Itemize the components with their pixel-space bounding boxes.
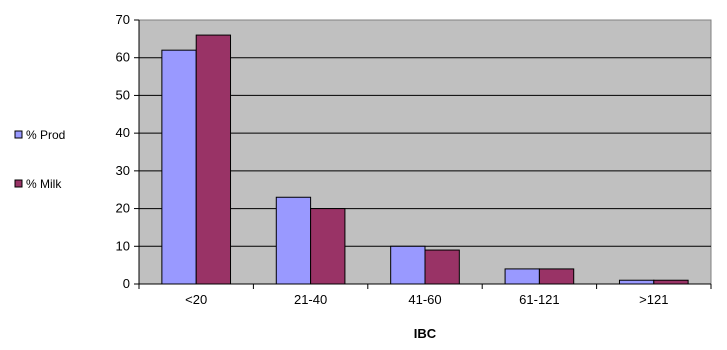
legend-label-milk: % Milk [26, 177, 62, 191]
x-tick-label: >121 [639, 292, 668, 307]
bar-milk-4 [654, 280, 688, 284]
legend-item-prod: % Prod [15, 128, 65, 142]
legend-label-prod: % Prod [26, 128, 65, 142]
x-tick-label: <20 [185, 292, 207, 307]
y-tick-label: 50 [116, 87, 130, 102]
y-tick-label: 0 [123, 276, 130, 291]
bar-prod-3 [505, 269, 539, 284]
bar-prod-0 [162, 50, 196, 284]
bar-milk-2 [425, 250, 459, 284]
bar-prod-1 [276, 197, 310, 284]
bar-milk-3 [539, 269, 573, 284]
y-tick-label: 10 [116, 238, 130, 253]
x-tick-label: 21-40 [294, 292, 327, 307]
bar-milk-1 [311, 209, 345, 284]
y-tick-label: 30 [116, 163, 130, 178]
x-tick-label: 41-60 [408, 292, 441, 307]
y-tick-label: 60 [116, 50, 130, 65]
legend-swatch-milk [15, 180, 22, 187]
x-tick-label: 61-121 [519, 292, 559, 307]
y-tick-label: 70 [116, 12, 130, 27]
y-tick-label: 20 [116, 201, 130, 216]
bar-prod-4 [619, 280, 653, 284]
x-axis: <20 21-40 41-60 61-121 >121 [139, 284, 711, 307]
y-axis: 0 10 20 30 40 50 60 70 [116, 12, 139, 291]
x-axis-title: IBC [414, 326, 437, 341]
y-tick-label: 40 [116, 125, 130, 140]
legend: % Prod % Milk [15, 128, 65, 191]
legend-item-milk: % Milk [15, 177, 62, 191]
bar-milk-0 [196, 35, 230, 284]
legend-swatch-prod [15, 131, 22, 138]
bar-prod-2 [391, 246, 425, 284]
